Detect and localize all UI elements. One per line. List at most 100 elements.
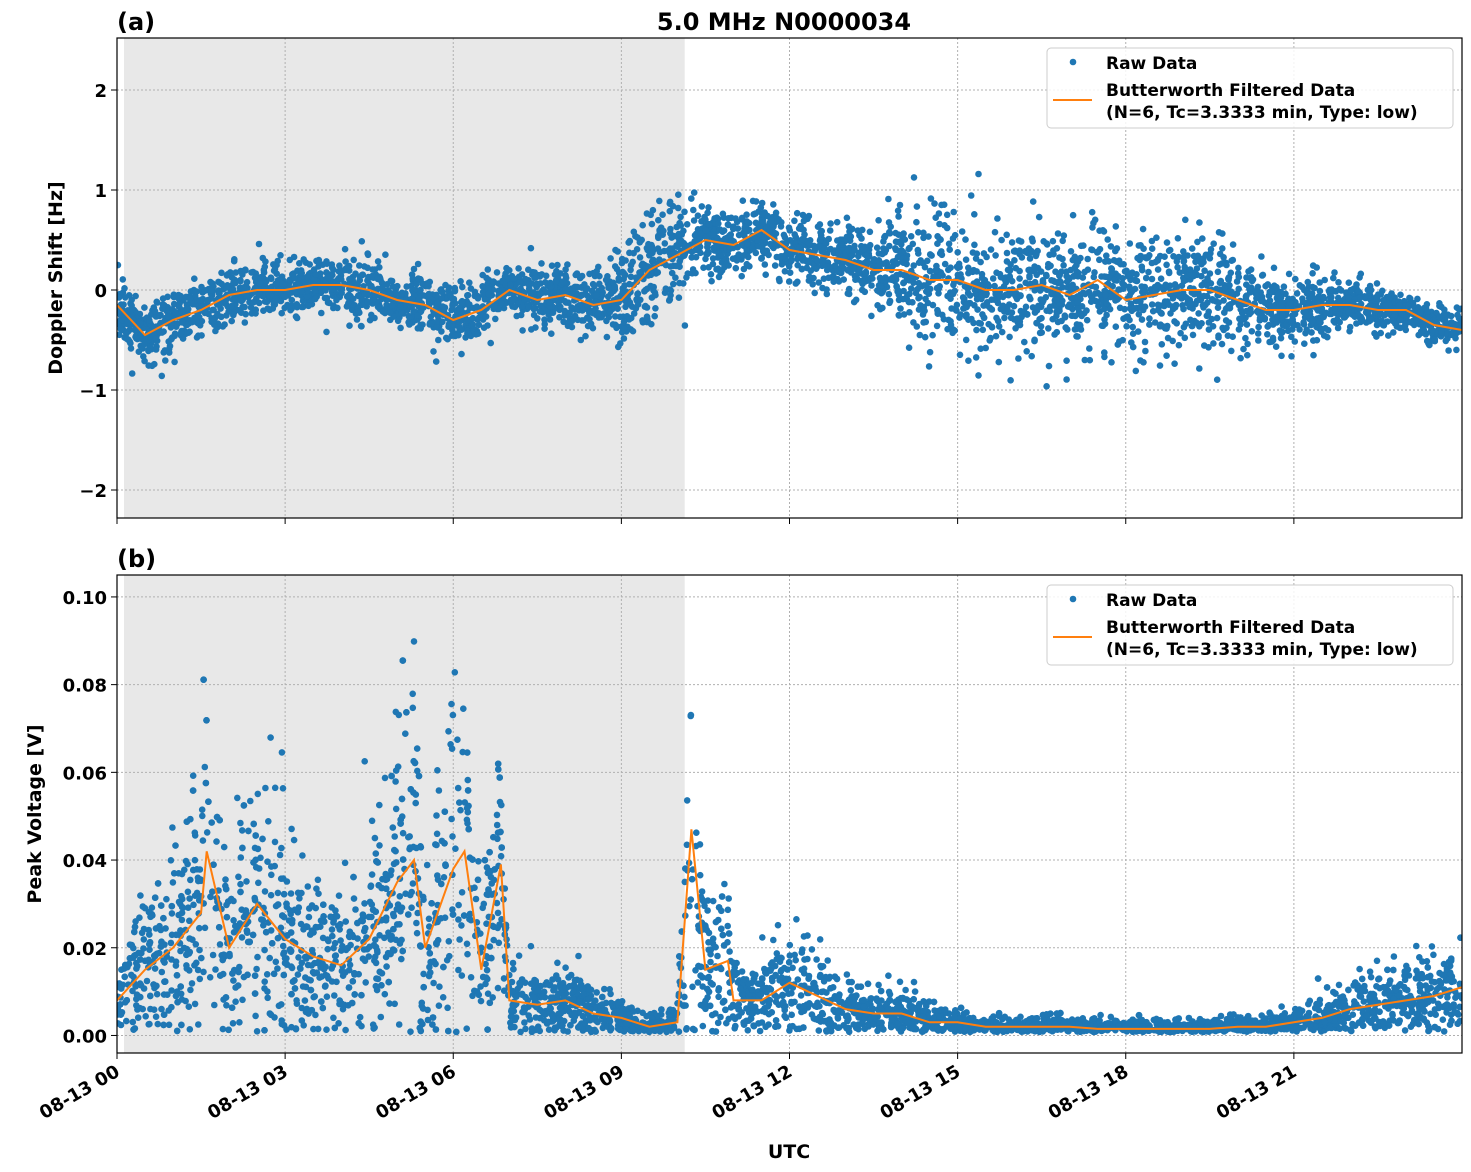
raw-point: [915, 229, 922, 236]
raw-point: [632, 274, 640, 282]
y-axis-label-b: Peak Voltage [V]: [24, 724, 46, 903]
raw-point: [1047, 262, 1054, 270]
raw-point: [358, 238, 366, 245]
raw-point: [715, 220, 722, 227]
raw-point: [1163, 261, 1170, 269]
raw-point: [861, 288, 869, 296]
raw-point: [451, 284, 459, 292]
raw-point: [1148, 275, 1156, 283]
raw-point: [525, 266, 532, 274]
raw-point: [694, 212, 702, 219]
raw-point: [1291, 338, 1299, 345]
raw-point: [1198, 272, 1205, 280]
raw-point: [921, 333, 929, 341]
raw-point: [972, 255, 980, 262]
raw-point: [1180, 253, 1188, 260]
raw-point: [230, 311, 237, 319]
raw-point: [969, 249, 977, 256]
raw-point: [1012, 325, 1019, 332]
raw-point: [1067, 287, 1075, 294]
raw-point: [1004, 266, 1012, 274]
raw-point: [932, 267, 939, 274]
raw-point: [886, 242, 893, 250]
raw-point: [691, 237, 699, 245]
raw-point: [1311, 284, 1318, 292]
raw-point: [1045, 362, 1053, 370]
raw-point: [1265, 302, 1273, 310]
raw-point: [1277, 334, 1285, 342]
raw-point: [1079, 274, 1087, 281]
raw-point: [1049, 237, 1057, 245]
raw-point: [548, 330, 555, 338]
raw-point: [819, 259, 826, 267]
raw-point: [1126, 272, 1134, 279]
raw-point: [929, 331, 936, 339]
raw-point: [1046, 307, 1054, 315]
raw-point: [515, 265, 522, 272]
raw-point: [804, 259, 812, 266]
legend-filtered-label: Butterworth Filtered Data: [1106, 81, 1355, 101]
raw-point: [642, 265, 649, 273]
raw-point: [1060, 262, 1067, 269]
raw-point: [1182, 320, 1190, 328]
raw-point: [128, 370, 136, 377]
raw-point: [223, 272, 231, 279]
raw-point: [859, 280, 866, 288]
raw-point: [1103, 300, 1110, 308]
raw-point: [941, 260, 949, 268]
raw-point: [548, 262, 556, 270]
raw-point: [806, 273, 813, 281]
raw-point: [866, 228, 874, 236]
raw-point: [875, 257, 883, 264]
raw-point: [1255, 323, 1262, 331]
raw-point: [1210, 297, 1217, 304]
raw-point: [1020, 308, 1028, 315]
raw-point: [243, 278, 251, 286]
raw-point: [374, 258, 382, 265]
raw-point: [875, 217, 882, 224]
raw-point: [552, 277, 560, 285]
raw-point: [936, 220, 943, 228]
raw-point: [677, 213, 684, 221]
raw-point: [856, 265, 863, 273]
raw-point: [648, 220, 656, 228]
raw-point: [323, 328, 330, 336]
raw-point: [178, 308, 186, 316]
raw-point: [159, 301, 167, 308]
raw-point: [1316, 279, 1323, 286]
raw-point: [1377, 329, 1384, 337]
raw-point: [329, 285, 336, 293]
raw-point: [1196, 219, 1203, 226]
raw-point: [456, 304, 463, 312]
raw-point: [1136, 256, 1143, 264]
raw-point: [704, 248, 712, 255]
raw-point: [966, 267, 974, 275]
raw-point: [364, 264, 371, 272]
raw-point: [1353, 281, 1360, 288]
raw-point: [692, 269, 699, 277]
raw-point: [732, 264, 740, 272]
raw-point: [1179, 302, 1186, 309]
raw-point: [1380, 297, 1387, 304]
raw-point: [521, 296, 528, 303]
raw-point: [438, 295, 446, 302]
raw-point: [823, 290, 831, 298]
raw-point: [387, 290, 394, 298]
raw-point: [1322, 309, 1330, 317]
raw-point: [1148, 245, 1156, 252]
raw-point: [1089, 224, 1096, 231]
raw-point: [690, 206, 697, 214]
raw-point: [1424, 308, 1431, 316]
raw-point: [1345, 279, 1353, 287]
raw-point: [629, 327, 637, 335]
raw-point: [738, 272, 745, 280]
raw-point: [435, 336, 442, 344]
raw-point: [379, 284, 386, 291]
raw-point: [1449, 329, 1457, 336]
raw-point: [926, 267, 934, 275]
raw-point: [895, 291, 903, 299]
raw-point: [957, 271, 964, 278]
raw-point: [1318, 305, 1326, 312]
raw-point: [805, 240, 813, 247]
raw-point: [1057, 279, 1065, 286]
